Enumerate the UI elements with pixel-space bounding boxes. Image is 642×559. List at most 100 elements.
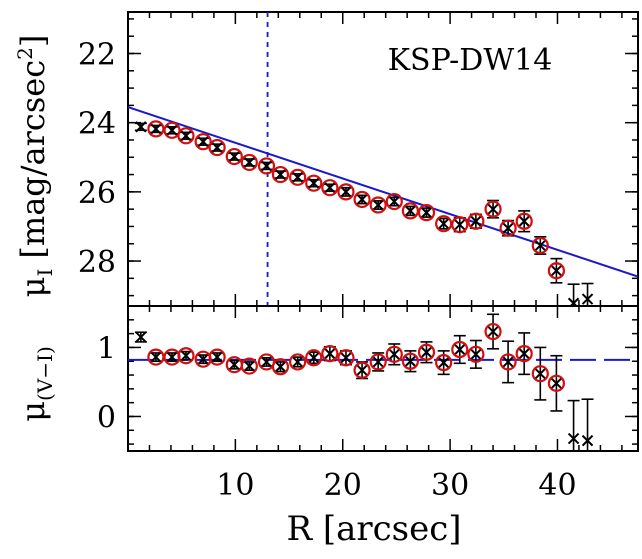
fit-point-circle — [417, 343, 436, 361]
data-point — [581, 282, 594, 306]
data-point — [451, 334, 469, 365]
data-point — [385, 343, 403, 366]
fit-line — [128, 106, 638, 278]
cross-marker — [581, 293, 594, 305]
cross-marker — [180, 130, 192, 142]
y-tick-label: 28 — [78, 245, 116, 280]
x-axis-label: R [arcsec] — [286, 509, 461, 549]
fit-point-circle — [451, 340, 469, 359]
fit-point-circle — [208, 348, 226, 366]
cross-marker — [228, 358, 241, 371]
cross-marker — [420, 346, 433, 358]
data-point — [321, 345, 339, 363]
cross-marker — [166, 124, 178, 136]
data-point — [194, 133, 212, 151]
fit-point-circle — [271, 358, 290, 376]
cross-marker — [211, 351, 223, 363]
fit-point-circle — [289, 168, 307, 186]
fit-point-circle — [353, 190, 371, 209]
cross-marker — [534, 367, 547, 380]
bottom-ylabel-sub: (V−I) — [33, 346, 57, 401]
top-ylabel-sub: I — [33, 269, 57, 277]
cross-marker — [581, 434, 594, 447]
cross-marker — [135, 331, 147, 343]
cross-marker — [569, 297, 580, 306]
fit-point-circle — [305, 349, 323, 367]
cross-marker — [356, 193, 368, 206]
cross-marker — [324, 347, 336, 360]
data-point — [289, 353, 307, 371]
cross-marker — [518, 347, 530, 360]
fit-point-circle — [401, 202, 419, 220]
data-point — [240, 153, 258, 172]
data-point — [257, 157, 276, 175]
data-point — [417, 204, 436, 222]
svg-text:μ(V−I): μ(V−I) — [14, 346, 57, 422]
data-point — [163, 348, 181, 366]
fit-point-circle — [467, 345, 485, 363]
data-point — [177, 127, 195, 145]
fit-point-circle — [417, 204, 436, 222]
data-point — [531, 346, 549, 401]
fit-point-circle — [531, 236, 549, 255]
fit-point-circle — [369, 196, 387, 214]
cross-marker — [243, 156, 256, 169]
fit-point-circle — [385, 345, 403, 363]
data-point — [515, 210, 533, 233]
data-point — [401, 350, 419, 373]
y-tick-label: 24 — [78, 107, 116, 142]
cross-marker — [260, 356, 273, 368]
top-ylabel-sup: 2 — [13, 47, 37, 60]
cross-marker — [356, 364, 368, 376]
cross-marker — [340, 352, 352, 364]
plot-frame — [127, 305, 639, 452]
data-point — [289, 168, 307, 186]
fit-point-circle — [547, 262, 566, 280]
data-point — [353, 361, 371, 380]
fit-point-circle — [484, 200, 502, 218]
svg-text:μI[mag/arcsec2]: μI [mag/arcsec2] — [13, 35, 57, 298]
cross-marker — [437, 217, 450, 230]
data-point — [240, 357, 258, 375]
data-point — [147, 348, 165, 366]
fit-point-circle — [435, 354, 453, 372]
fit-point-circle — [515, 345, 533, 363]
data-point — [208, 348, 226, 366]
data-point — [581, 398, 594, 451]
cross-marker — [150, 351, 162, 363]
cross-marker — [550, 377, 563, 390]
data-point — [305, 349, 323, 367]
fit-point-circle — [289, 353, 307, 371]
fit-point-circle — [337, 349, 355, 367]
fit-point-circle — [147, 120, 165, 138]
top-y-axis-label: μI [mag/arcsec2] — [13, 35, 57, 298]
cross-marker — [502, 356, 514, 368]
cross-marker — [470, 215, 482, 227]
fit-point-circle — [531, 365, 549, 383]
x-tick-label: 10 — [216, 468, 254, 503]
data-point — [531, 236, 549, 255]
fit-point-circle — [484, 322, 502, 341]
bottom-panel: 0 1 10 20 30 40 — [97, 305, 639, 503]
fit-point-circle — [225, 147, 243, 166]
data-point — [321, 179, 339, 197]
fit-point-circle — [321, 345, 339, 363]
top-panel: 22 24 26 28 — [78, 11, 639, 307]
y-tick-label: 22 — [78, 38, 116, 73]
fit-point-circle — [194, 133, 212, 151]
data-point — [134, 331, 147, 343]
data-point — [417, 341, 436, 364]
fit-point-circle — [177, 127, 195, 145]
data-point — [337, 183, 355, 201]
data-point — [257, 353, 276, 371]
cross-marker — [324, 182, 336, 194]
cross-marker — [274, 168, 287, 181]
data-point — [547, 257, 566, 284]
fit-point-circle — [147, 348, 165, 366]
cross-marker — [420, 206, 433, 219]
plot-area — [128, 313, 638, 451]
cross-marker — [372, 199, 384, 211]
bottom-ylabel-mu: μ — [14, 401, 52, 422]
data-point — [484, 313, 502, 350]
cross-marker — [437, 356, 450, 369]
